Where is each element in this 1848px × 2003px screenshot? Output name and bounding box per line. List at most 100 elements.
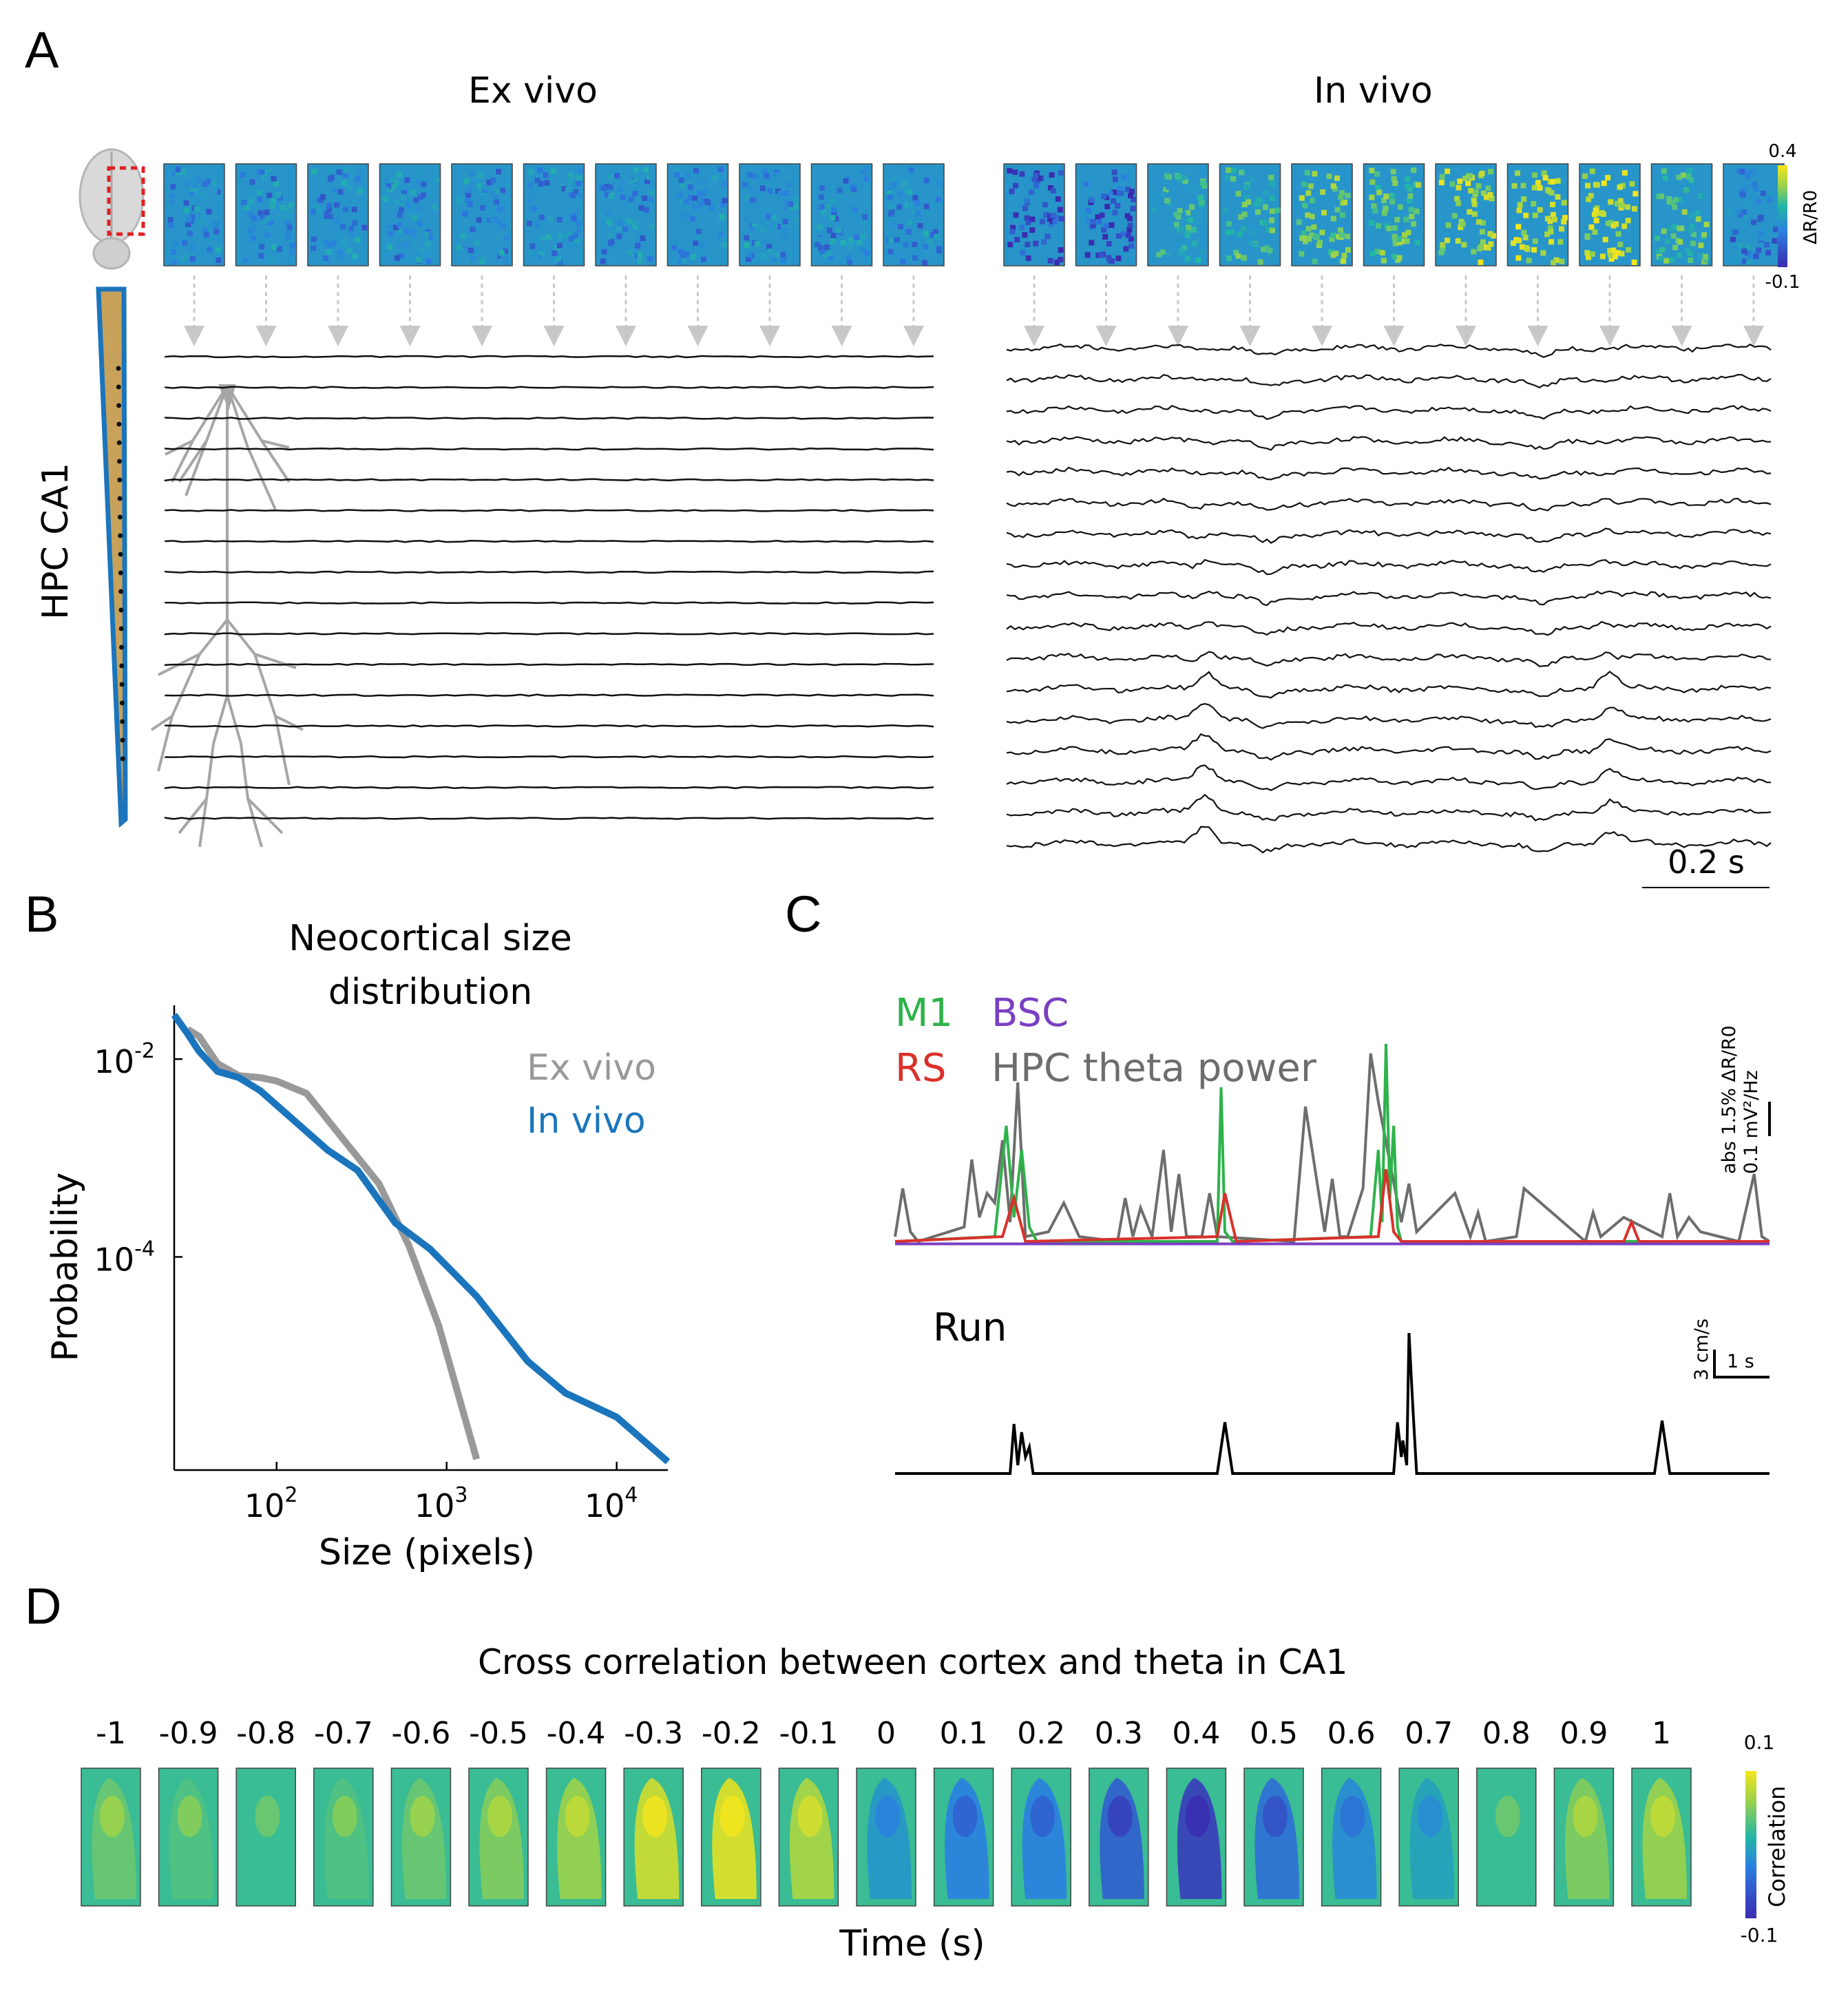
colorbar-d-max: 0.1 <box>1744 1731 1775 1754</box>
colorbar-a-label: ΔR/R0 <box>1800 190 1821 244</box>
chart-b-title-line1: Neocortical size <box>288 918 572 959</box>
lag-label: 0.3 <box>1095 1716 1143 1751</box>
series-line-hpc-theta-power <box>894 1053 1771 1244</box>
ex-vivo-trace <box>164 570 934 574</box>
in-vivo-trace <box>1006 670 1772 699</box>
correlation-map: -0.3 <box>623 1716 684 1907</box>
correlation-map: 0.1 <box>933 1716 994 1907</box>
imaging-frame <box>1003 163 1065 346</box>
colorbar-a-min: -0.1 <box>1765 272 1800 293</box>
probe-contact <box>116 440 122 445</box>
imaging-frame <box>235 163 297 346</box>
correlation-map: 0.5 <box>1243 1716 1304 1907</box>
imaging-frame <box>523 163 585 346</box>
lag-label: -0.3 <box>624 1716 683 1751</box>
y-tick-label: 10-2 <box>94 1039 155 1080</box>
in-vivo-trace <box>1006 558 1772 576</box>
lag-label: -0.4 <box>547 1716 606 1751</box>
cross-correlation-maps: -1 -0.9 -0.8 -0.7 -0.6 -0.5 -0.4 -0.3 -0.2 -0.1 0 0… <box>81 1716 1790 1964</box>
activity-chart: M1 BSC RS HPC theta power abs 1.5% ΔR/R0… <box>894 991 1771 1475</box>
series-line-run <box>895 1332 1770 1475</box>
panel-d-xlabel: Time (s) <box>839 1923 985 1964</box>
correlation-map: 0.6 <box>1321 1716 1382 1907</box>
ex-vivo-trace <box>164 417 934 420</box>
chart-b-title-line2: distribution <box>328 972 532 1013</box>
probe-contact <box>118 607 124 613</box>
probe-icon <box>96 286 128 828</box>
x-tick-label: 102 <box>244 1483 298 1524</box>
in-vivo-trace <box>1006 702 1772 729</box>
in-vivo-trace <box>1006 764 1772 791</box>
legend-in-vivo: In vivo <box>527 1100 646 1142</box>
ex-vivo-trace <box>164 509 934 512</box>
probe-contact <box>118 626 124 631</box>
lag-label: -0.6 <box>391 1716 450 1751</box>
imaging-frame <box>379 163 441 346</box>
correlation-map: -0.6 <box>390 1716 452 1907</box>
imaging-frame <box>1506 163 1569 346</box>
series-line-ex-vivo <box>185 1026 481 1460</box>
colorbar-a: 0.4 -0.1 ΔR/R0 <box>1765 141 1821 293</box>
in-vivo-trace <box>1006 527 1772 544</box>
imaging-frame <box>1075 163 1137 346</box>
imaging-frame <box>666 163 729 346</box>
time-scale-bar: 0.2 s <box>1642 843 1770 888</box>
correlation-map: -0.8 <box>235 1716 296 1907</box>
in-vivo-trace <box>1006 793 1772 821</box>
neuron-icon <box>150 384 304 848</box>
brain-icon <box>78 148 145 270</box>
probe-contact <box>119 700 125 706</box>
time-scale-label: 0.2 s <box>1668 843 1745 881</box>
in-vivo-trace <box>1006 343 1772 358</box>
probe-contact <box>120 719 125 724</box>
run-label: Run <box>933 1305 1007 1350</box>
probe-contact <box>117 514 123 520</box>
panel-d-title: Cross correlation between cortex and the… <box>478 1642 1348 1682</box>
correlation-map: -1 <box>81 1716 141 1907</box>
lag-label: 0.9 <box>1560 1716 1608 1751</box>
colorbar-d-label: Correlation <box>1764 1786 1790 1907</box>
in-vivo-trace <box>1006 405 1772 420</box>
legend-bsc: BSC <box>991 991 1069 1036</box>
ex-vivo-trace <box>164 601 934 605</box>
imaging-frame <box>595 163 657 346</box>
panel-b-letter: B <box>25 885 59 943</box>
in-vivo-trace <box>1006 436 1772 451</box>
correlation-map: -0.4 <box>545 1716 607 1907</box>
correlation-map: 1 <box>1631 1716 1692 1907</box>
legend-hpc-theta: HPC theta power <box>991 1046 1317 1091</box>
lag-label: -0.2 <box>702 1716 761 1751</box>
lag-label: 0.5 <box>1250 1716 1298 1751</box>
ex-vivo-trace <box>164 632 934 636</box>
imaging-frame <box>1723 163 1785 346</box>
imaging-frame <box>307 163 369 346</box>
lag-label: -0.1 <box>779 1716 838 1751</box>
ex-vivo-trace <box>164 386 934 389</box>
in-vivo-trace <box>1006 466 1772 481</box>
correlation-map: 0.3 <box>1089 1716 1149 1907</box>
lag-label: 1 <box>1652 1716 1671 1751</box>
activity-scale-line1: abs 1.5% ΔR/R0 <box>1719 1025 1740 1174</box>
ex-vivo-trace <box>164 724 934 728</box>
panel-a-figure: 0.4 -0.1 ΔR/R0 0.2 s HPC CA1 <box>35 141 1821 888</box>
probe-contact <box>118 589 124 594</box>
correlation-map: -0.9 <box>158 1716 219 1907</box>
panel-d-letter: D <box>25 1577 62 1635</box>
probe-contact <box>116 421 122 427</box>
legend-rs: RS <box>895 1046 946 1091</box>
panel-a-letter: A <box>25 21 59 78</box>
correlation-map: 0.4 <box>1166 1716 1227 1907</box>
probe-contact <box>117 459 122 464</box>
probe-contact <box>119 663 125 669</box>
colorbar-d: 0.1 -0.1 Correlation <box>1741 1731 1790 1947</box>
legend-ex-vivo: Ex vivo <box>527 1047 656 1089</box>
imaging-frame <box>1147 163 1209 346</box>
in-vivo-trace <box>1006 733 1772 761</box>
imaging-frame <box>1291 163 1353 346</box>
lag-label: 0.7 <box>1405 1716 1453 1751</box>
series-line-in-vivo <box>171 1013 671 1465</box>
correlation-map: -0.5 <box>468 1716 529 1907</box>
ex-vivo-trace <box>164 539 934 543</box>
in-vivo-traces <box>1006 343 1772 854</box>
legend-m1: M1 <box>895 991 953 1036</box>
